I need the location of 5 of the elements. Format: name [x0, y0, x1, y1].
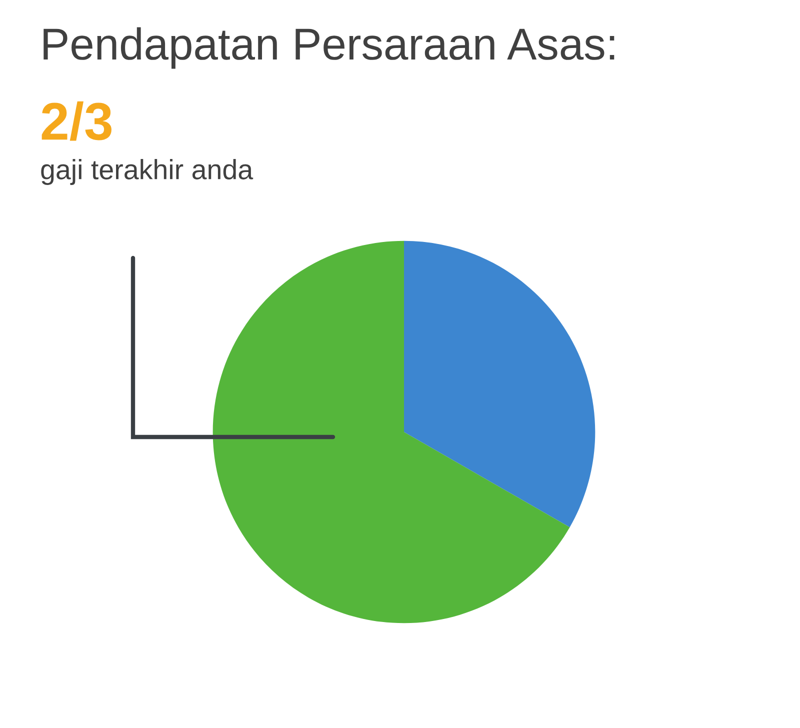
pie-slice	[404, 240, 596, 528]
text: gaji terakhir anda	[41, 159, 254, 185]
chart-title: Pendapatan Persaraan Asas:	[44, 27, 614, 69]
chart-subtitle: 2/3	[42, 101, 112, 141]
pie-slice	[212, 240, 570, 624]
